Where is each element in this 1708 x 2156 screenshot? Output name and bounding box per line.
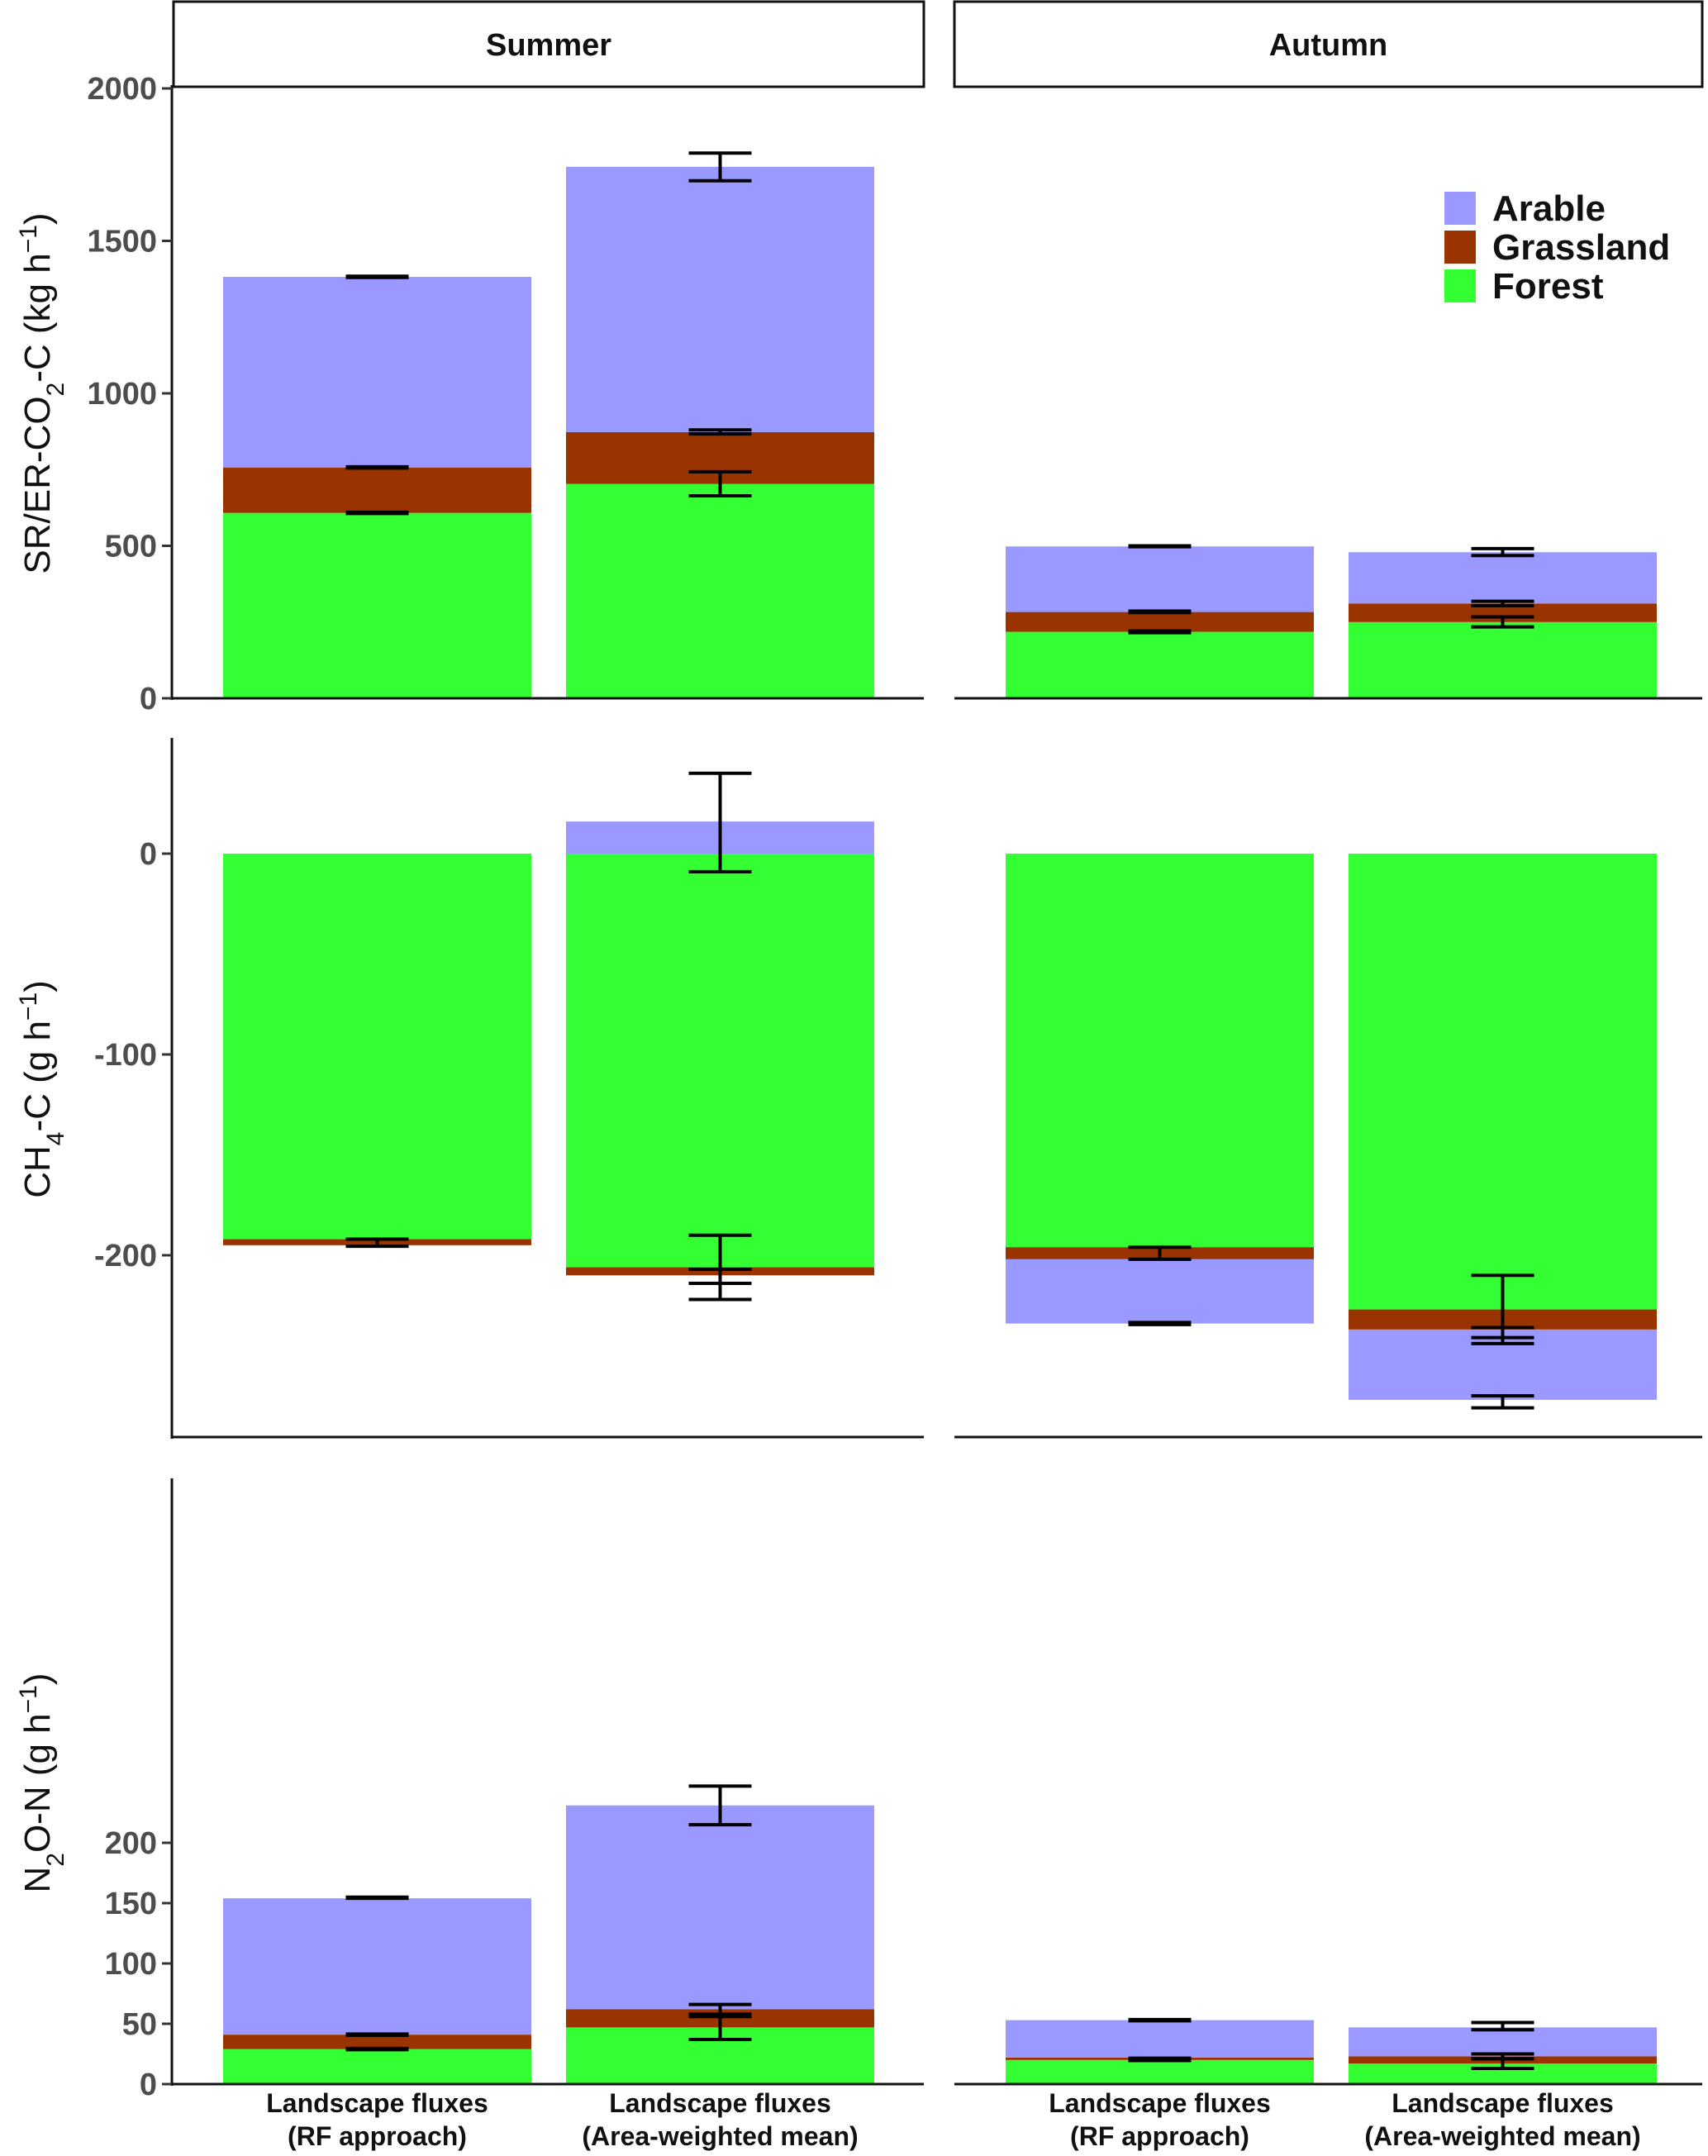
- strip-header-autumn: [953, 0, 1704, 88]
- y-tick-label: -200: [94, 1239, 157, 1273]
- error-bar: [345, 2032, 409, 2037]
- x-category-label: Landscape fluxes (RF approach): [266, 2088, 488, 2151]
- y-tick-label: 0: [140, 682, 157, 716]
- bar-segment-arable: [1006, 2020, 1314, 2058]
- error-bar: [688, 1233, 752, 1302]
- y-axis-label-row-0: SR/ER-CO2-C (kg h−1): [15, 212, 69, 574]
- x-category-label: Landscape fluxes (Area-weighted mean): [1364, 2088, 1640, 2151]
- strip-label-summer: Summer: [486, 28, 611, 63]
- bar-group-0-1-0: [1006, 544, 1314, 698]
- bar-group-2-0-1: [566, 1784, 874, 2084]
- strip-header-summer: [172, 0, 925, 88]
- error-bar: [345, 510, 409, 516]
- y-tick-label: 0: [140, 2068, 157, 2102]
- y-tick-label: 2000: [87, 72, 157, 107]
- bar-group-1-1-1: [1349, 854, 1657, 1410]
- bar-segment-arable: [566, 1805, 874, 2010]
- error-bar: [1128, 544, 1192, 549]
- bar-segment-arable: [1006, 546, 1314, 612]
- legend-label-arable: Arable: [1492, 188, 1606, 229]
- error-bar: [1128, 609, 1192, 615]
- y-tick-label: 1500: [87, 225, 157, 259]
- bar-segment-forest: [223, 854, 531, 1240]
- error-bar: [688, 2002, 752, 2019]
- bar-segment-forest: [1349, 621, 1657, 698]
- y-axis-label-row-2: N2O-N (g h−1): [15, 1673, 69, 1892]
- error-bar: [1471, 2052, 1534, 2061]
- y-tick-label: 0: [140, 837, 157, 872]
- bar-segment-forest: [566, 854, 874, 1268]
- bar-segment-forest: [1006, 854, 1314, 1248]
- error-bar: [345, 274, 409, 279]
- legend-swatch-forest: [1444, 269, 1476, 302]
- x-category-label: Landscape fluxes (Area-weighted mean): [582, 2088, 858, 2151]
- bar-segment-forest: [1006, 631, 1314, 698]
- bar-segment-forest: [566, 483, 874, 698]
- legend-swatch-arable: [1444, 192, 1476, 225]
- strip-label-autumn: Autumn: [1269, 28, 1388, 63]
- bar-segment-forest: [223, 512, 531, 698]
- bar-segment-forest: [1349, 854, 1657, 1310]
- bar-segment-grassland: [1349, 603, 1657, 622]
- legend-swatch-grassland: [1444, 231, 1476, 264]
- bar-group-0-0-1: [566, 151, 874, 698]
- bar-segment-arable: [1349, 552, 1657, 604]
- bar-group-1-0-1: [566, 771, 874, 1302]
- error-bar: [688, 469, 752, 497]
- legend-label-grassland: Grassland: [1492, 227, 1670, 268]
- y-tick-label: 150: [105, 1887, 157, 1921]
- bar-segment-grassland: [223, 2035, 531, 2049]
- bar-group-1-0-0: [223, 854, 531, 1249]
- error-bar: [1471, 546, 1534, 558]
- error-bar: [688, 771, 752, 873]
- error-bar: [688, 428, 752, 436]
- x-category-label: Landscape fluxes (RF approach): [1049, 2088, 1271, 2151]
- y-tick-label: -100: [94, 1038, 157, 1073]
- error-bar: [345, 464, 409, 470]
- error-bar: [688, 151, 752, 183]
- y-axis-label-row-1: CH4-C (g h−1): [15, 980, 69, 1198]
- error-bar: [345, 1895, 409, 1901]
- error-bar: [1471, 599, 1534, 607]
- bar-group-2-1-0: [1006, 2017, 1314, 2084]
- error-bar: [1471, 2020, 1534, 2032]
- bar-segment-arable: [1349, 2027, 1657, 2057]
- bar-group-0-1-1: [1349, 546, 1657, 698]
- error-bar: [688, 1784, 752, 1827]
- error-bar: [1471, 1394, 1534, 1410]
- legend-label-forest: Forest: [1492, 266, 1604, 307]
- y-tick-label: 1000: [87, 377, 157, 412]
- bar-group-2-1-1: [1349, 2020, 1657, 2084]
- bar-segment-arable: [566, 166, 874, 432]
- error-bar: [1128, 2056, 1192, 2063]
- bar-segment-forest: [223, 2049, 531, 2084]
- y-tick-label: 500: [105, 530, 157, 564]
- error-bar: [688, 1268, 752, 1286]
- bar-segment-arable: [223, 277, 531, 468]
- error-bar: [1471, 1325, 1534, 1340]
- bar-segment-grassland: [1006, 612, 1314, 632]
- y-tick-label: 200: [105, 1826, 157, 1861]
- error-bar: [1471, 615, 1534, 629]
- bar-segment-arable: [223, 1898, 531, 2035]
- bar-segment-forest: [1006, 2059, 1314, 2084]
- bar-segment-grassland: [223, 467, 531, 513]
- error-bar: [1128, 1245, 1192, 1261]
- error-bar: [1128, 629, 1192, 635]
- bar-group-2-0-0: [223, 1895, 531, 2084]
- bar-group-1-1-0: [1006, 854, 1314, 1326]
- y-tick-label: 100: [105, 1947, 157, 1982]
- bar-segment-arable: [1006, 1259, 1314, 1324]
- bar-group-0-0-0: [223, 274, 531, 698]
- error-bar: [345, 1237, 409, 1249]
- y-tick-label: 50: [122, 2007, 157, 2042]
- error-bar: [1128, 1321, 1192, 1326]
